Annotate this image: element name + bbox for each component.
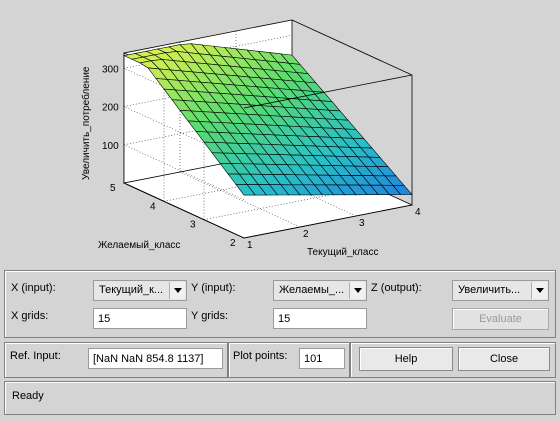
x-tick-label: 4 <box>415 207 421 218</box>
y-tick-label: 3 <box>190 220 196 231</box>
evaluate-button[interactable]: Evaluate <box>452 308 549 330</box>
ref-input-field[interactable] <box>88 348 223 369</box>
x-axis-label: Текущий_класс <box>307 247 378 258</box>
plot-points-label: Plot points: <box>233 350 288 362</box>
z-output-dropdown[interactable]: Увеличить... <box>452 280 549 301</box>
y-tick-label: 5 <box>110 183 116 194</box>
z-output-label: Z (output): <box>371 282 422 294</box>
x-grids-input[interactable] <box>93 308 187 329</box>
x-tick-label: 2 <box>303 229 309 240</box>
y-axis-label: Желаемый_класс <box>98 240 180 251</box>
ref-input-label: Ref. Input: <box>10 350 61 362</box>
x-input-label: X (input): <box>11 282 56 294</box>
y-grids-input[interactable] <box>273 308 367 329</box>
x-input-value: Текущий_к... <box>99 284 164 296</box>
help-button[interactable]: Help <box>359 347 453 371</box>
variables-panel: X (input): Текущий_к... Y (input): Желае… <box>4 270 556 338</box>
close-button[interactable]: Close <box>458 347 550 371</box>
y-input-value: Желаемы_... <box>279 284 345 296</box>
ref-input-panel: Ref. Input: <box>4 342 228 378</box>
plot-points-input[interactable] <box>299 348 345 369</box>
status-bar: Ready <box>4 381 556 415</box>
z-tick-label: 300 <box>102 64 119 75</box>
z-output-value: Увеличить... <box>458 284 521 296</box>
y-input-label: Y (input): <box>191 282 236 294</box>
buttons-panel: Help Close <box>350 342 556 378</box>
axis-box-front <box>123 19 413 239</box>
chevron-down-icon[interactable] <box>349 282 365 299</box>
x-input-dropdown[interactable]: Текущий_к... <box>93 280 187 301</box>
z-tick-label: 200 <box>102 103 119 114</box>
y-grids-label: Y grids: <box>191 310 229 322</box>
z-axis-label: Увеличить_потребление <box>80 66 92 180</box>
x-tick-label: 3 <box>359 218 365 229</box>
y-tick-label: 4 <box>150 201 156 212</box>
z-tick-label: 100 <box>102 141 119 152</box>
y-tick-label: 2 <box>230 238 236 249</box>
surface-plot[interactable]: 1 2 3 4 2 3 4 5 100 200 300 Текущий_класс Желаемый… <box>0 0 560 262</box>
x-tick-label: 1 <box>247 240 253 251</box>
x-grids-label: X grids: <box>11 310 49 322</box>
chevron-down-icon[interactable] <box>531 282 547 299</box>
surface-mesh <box>123 43 413 196</box>
y-input-dropdown[interactable]: Желаемы_... <box>273 280 367 301</box>
status-text: Ready <box>12 390 44 402</box>
chevron-down-icon[interactable] <box>169 282 185 299</box>
plot-points-panel: Plot points: <box>228 342 350 378</box>
